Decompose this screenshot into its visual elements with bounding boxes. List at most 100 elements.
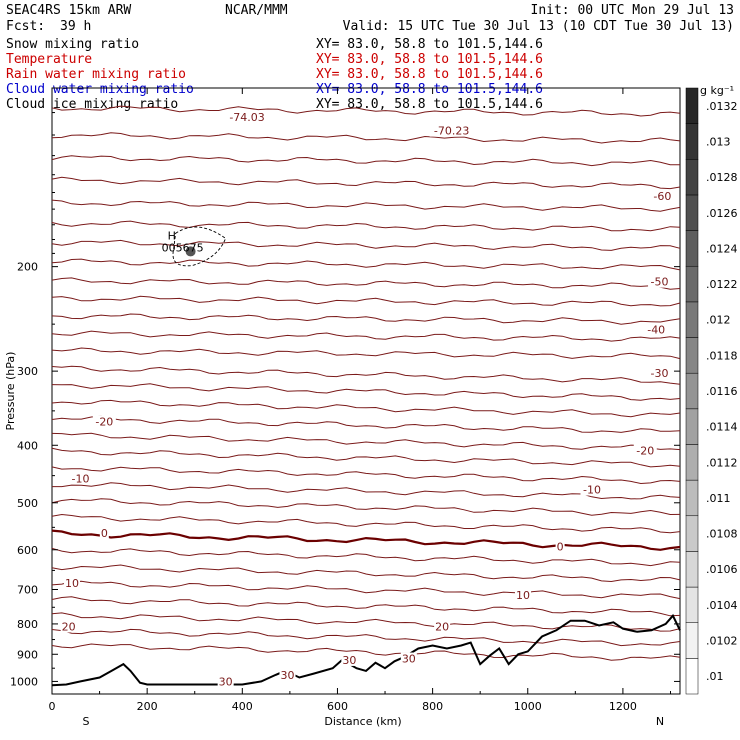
colorbar-segment [685, 586, 699, 623]
isotherm-label: -20 [636, 444, 654, 457]
legend-field-xy: XY= 83.0, 58.8 to 101.5,144.6 [316, 97, 543, 112]
isotherm-line [51, 277, 681, 290]
zero-isotherm [51, 529, 681, 551]
isotherm-line [51, 612, 681, 632]
colorbar-tick-label: .0124 [706, 242, 738, 255]
isotherm-label-bg [92, 415, 116, 428]
y-axis-label: Pressure (hPa) [4, 352, 17, 431]
colorbar-segment [685, 372, 699, 410]
colorbar-tick-label: .0108 [706, 528, 738, 541]
y-tick-label: 200 [17, 261, 38, 274]
colorbar-tick-label: .0128 [706, 171, 738, 184]
x-axis-label: Distance (km) [324, 715, 401, 728]
isotherm-label-bg [580, 483, 604, 496]
isotherm-line [51, 447, 681, 468]
isotherm-label: 20 [435, 620, 449, 633]
isotherm-line [51, 220, 681, 232]
isotherm-line [51, 596, 681, 617]
isotherm-line [51, 258, 681, 271]
isotherm-label: 30 [402, 653, 416, 666]
isotherm-line [51, 347, 681, 360]
isotherm-label-bg [650, 189, 674, 202]
colorbar-segment [685, 622, 699, 659]
axes: 0 200 400 600 800 1000 12002003004005006007008… [10, 88, 680, 713]
y-tick-label: 900 [17, 648, 38, 661]
isotherm-label-bg [279, 668, 296, 681]
x-tick-label: 1000 [514, 700, 542, 713]
colorbar-tick-label: .0126 [706, 207, 738, 220]
x-tick-label: 1200 [609, 700, 637, 713]
x-tick-label: 400 [232, 700, 253, 713]
isotherm-label: -60 [653, 190, 671, 203]
isotherm-line [51, 432, 681, 451]
isotherm-line [51, 295, 681, 307]
legend-field-xy: XY= 83.0, 58.8 to 101.5,144.6 [316, 52, 543, 67]
legend-field-xy: XY= 83.0, 58.8 to 101.5,144.6 [316, 37, 543, 52]
valid-time: Valid: 15 UTC Tue 30 Jul 13 (10 CDT Tue … [343, 19, 734, 34]
colorbar-segment [685, 265, 699, 303]
isotherm-label: -74.03 [229, 111, 264, 124]
colorbar-segment [685, 123, 699, 160]
isotherm-line [51, 176, 681, 190]
colorbar-tick-label: .0116 [706, 385, 738, 398]
isotherm-line [51, 564, 681, 583]
south-label: S [83, 715, 90, 728]
plot-frame [51, 87, 681, 695]
y-tick-label: 400 [17, 439, 38, 452]
colorbar-tick-label: .0114 [706, 421, 738, 434]
init-time: Init: 00 UTC Mon 29 Jul 13 [531, 3, 735, 18]
colorbar-segment [685, 87, 699, 124]
isotherm-line [51, 466, 681, 485]
isotherm-label: -40 [647, 323, 665, 336]
isotherm-label-bg [341, 653, 358, 666]
isotherm-label-bg [555, 540, 565, 553]
isotherm-line [51, 643, 681, 661]
field-legend: Snow mixing ratio XY= 83.0, 58.8 to 101.5… [6, 37, 543, 112]
legend-field-xy: XY= 83.0, 58.8 to 101.5,144.6 [316, 67, 543, 82]
isotherm-line [51, 105, 681, 117]
cloud-ice-max-shading [185, 246, 196, 257]
isotherm-label-bg [60, 620, 77, 633]
colorbar-tick-label: .01 [706, 670, 724, 683]
isotherm-label-bg [63, 576, 80, 589]
colorbar: .01 .0102 .0104 .0106 .0108 .011 .0112 .0114 .01… [685, 87, 738, 695]
legend-field-name: Cloud water mixing ratio [6, 82, 194, 97]
colorbar-tick-label: .0106 [706, 563, 738, 576]
colorbar-segment [685, 408, 699, 445]
isotherm-label: -20 [95, 416, 113, 429]
isotherm-label-bg [644, 323, 668, 336]
y-tick-label: 800 [17, 618, 38, 631]
colorbar-segment [685, 159, 699, 196]
colorbar-segment [685, 444, 699, 481]
model-title: SEAC4RS 15km ARW [6, 3, 131, 18]
legend-field-name: Snow mixing ratio [6, 37, 139, 52]
isotherm-label: 0 [557, 540, 564, 553]
colorbar-segment [685, 658, 699, 695]
colorbar-segment [685, 337, 699, 374]
colorbar-segment [685, 551, 699, 588]
isotherm-line [51, 399, 681, 418]
colorbar-tick-label: .0112 [706, 456, 738, 469]
isotherm-label-bg [69, 472, 93, 485]
isotherm-label-bg [633, 444, 657, 457]
isotherm-label: 30 [342, 654, 356, 667]
colorbar-segment [685, 194, 699, 231]
isotherm-line [51, 383, 681, 401]
north-label: N [656, 715, 664, 728]
isotherm-line [51, 365, 681, 385]
colorbar-tick-label: .013 [706, 135, 731, 148]
cloud-ice-dashed-contour [172, 226, 227, 267]
isotherm-label: -70.23 [434, 125, 469, 138]
colorbar-tick-label: .011 [706, 492, 731, 505]
isotherm-line [51, 199, 681, 212]
legend-field-name: Rain water mixing ratio [6, 67, 186, 82]
isotherm-label: -10 [72, 472, 90, 485]
isotherm-label-bg [225, 111, 270, 124]
isotherm-line [52, 482, 681, 500]
isotherm-line [51, 330, 681, 342]
colorbar-tick-label: .012 [706, 314, 731, 327]
isotherm-line [51, 415, 681, 433]
legend-field-xy: XY= 83.0, 58.8 to 101.5,144.6 [316, 82, 543, 97]
colorbar-segment [685, 515, 699, 552]
